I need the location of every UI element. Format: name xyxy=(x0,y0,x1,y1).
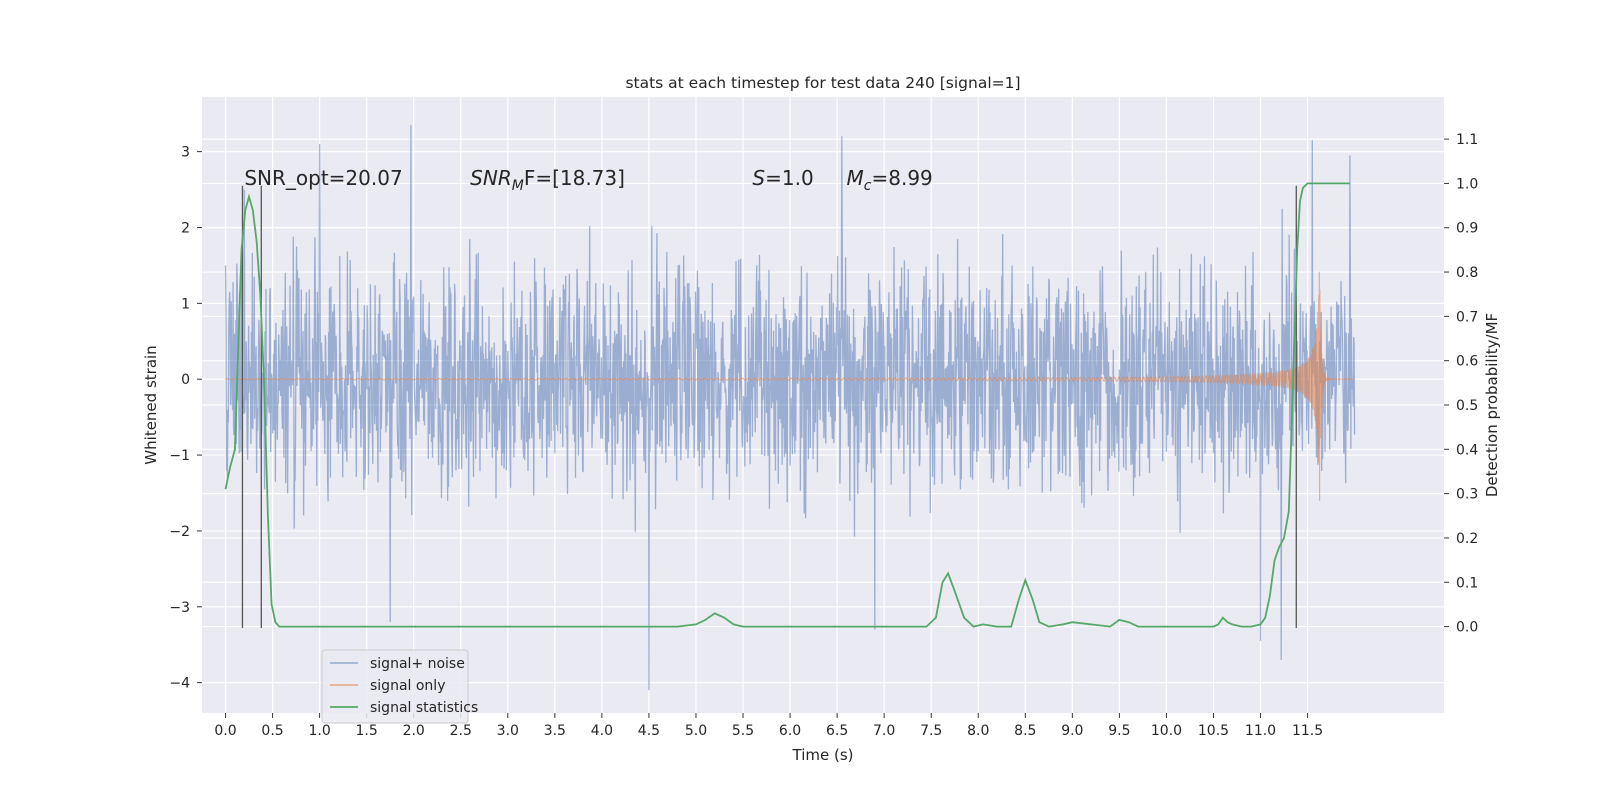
y2-tick-label: 0.5 xyxy=(1456,398,1478,414)
y-tick-label: 3 xyxy=(181,145,190,161)
y2-tick-label: 0.7 xyxy=(1456,309,1478,325)
legend: signal+ noise signal only signal statist… xyxy=(321,649,478,724)
x-tick-label: 5.0 xyxy=(685,723,707,739)
x-tick-label: 9.5 xyxy=(1108,723,1130,739)
x-tick-label: 2.5 xyxy=(450,723,472,739)
y2-tick-label: 0.1 xyxy=(1456,575,1478,591)
series-signal-plus-noise xyxy=(224,125,1356,691)
y2-axis-label: Detection probability/MF xyxy=(1483,313,1501,497)
y-tick-label: 1 xyxy=(181,296,190,312)
x-axis-ticks: 0.0 0.5 1.0 1.5 2.0 2.5 3.0 3.5 4.0 4.5 5.0 5.5 6.0 6… xyxy=(214,713,1323,739)
signal-plus-noise-line xyxy=(224,125,1356,691)
y2-tick-label: 0.6 xyxy=(1456,354,1478,370)
series-signal-statistics xyxy=(224,182,1350,628)
annotation-0: SNR_opt=20.07 xyxy=(244,166,402,190)
y2-axis-ticks: 0.0 0.1 0.2 0.3 0.4 0.5 0.6 0.7 0.8 0.9 1.0 1.1 xyxy=(1444,132,1478,636)
annotation-1: SNRMF=[18.73] xyxy=(470,166,625,194)
x-tick-label: 7.0 xyxy=(873,723,895,739)
x-tick-label: 0.0 xyxy=(214,723,236,739)
annotation-3: Mc=8.99 xyxy=(847,166,933,194)
y-tick-label: −2 xyxy=(169,524,190,540)
y2-tick-label: 0.2 xyxy=(1456,531,1478,547)
x-tick-label: 4.0 xyxy=(591,723,613,739)
signal-statistics-line xyxy=(224,182,1350,628)
x-tick-label: 11.5 xyxy=(1292,723,1323,739)
x-tick-label: 6.5 xyxy=(826,723,848,739)
x-tick-label: 1.5 xyxy=(356,723,378,739)
y2-tick-label: 1.1 xyxy=(1456,132,1478,148)
legend-label-signal-statistics: signal statistics xyxy=(370,700,478,716)
y2-tick-label: 0.0 xyxy=(1456,620,1478,636)
annotation-2: S=1.0 xyxy=(752,166,813,190)
x-tick-label: 7.5 xyxy=(920,723,942,739)
y-tick-label: 2 xyxy=(181,220,190,236)
x-tick-label: 1.0 xyxy=(308,723,330,739)
y-axis-ticks: −4 −3 −2 −1 0 1 2 3 xyxy=(169,145,202,692)
series-signal-only xyxy=(225,271,1355,501)
x-tick-label: 8.5 xyxy=(1014,723,1036,739)
chart-title: stats at each timestep for test data 240… xyxy=(625,74,1020,92)
x-tick-label: 3.5 xyxy=(544,723,566,739)
y2-tick-label: 0.8 xyxy=(1456,265,1478,281)
x-tick-label: 4.5 xyxy=(638,723,660,739)
legend-label-signal-only: signal only xyxy=(370,678,445,694)
annotations: SNR_opt=20.07 SNRMF=[18.73] S=1.0 Mc=8.99 xyxy=(244,166,932,194)
legend-label-signal-plus-noise: signal+ noise xyxy=(370,656,465,672)
y-tick-label: −4 xyxy=(169,676,190,692)
x-axis-label: Time (s) xyxy=(792,746,854,764)
x-tick-label: 9.0 xyxy=(1061,723,1083,739)
y2-tick-label: 0.4 xyxy=(1456,442,1478,458)
x-tick-label: 2.0 xyxy=(403,723,425,739)
y2-tick-label: 0.9 xyxy=(1456,221,1478,237)
signal-only-line xyxy=(225,271,1355,501)
y2-tick-label: 1.0 xyxy=(1456,176,1478,192)
x-tick-label: 0.5 xyxy=(261,723,283,739)
y-tick-label: −3 xyxy=(169,600,190,616)
y-tick-label: 0 xyxy=(181,372,190,388)
x-tick-label: 8.0 xyxy=(967,723,989,739)
x-tick-label: 3.0 xyxy=(497,723,519,739)
y-axis-label: Whitened strain xyxy=(142,345,160,464)
x-tick-label: 10.5 xyxy=(1198,723,1229,739)
x-tick-label: 10.0 xyxy=(1151,723,1182,739)
x-tick-label: 6.0 xyxy=(779,723,801,739)
x-tick-label: 5.5 xyxy=(732,723,754,739)
y-tick-label: −1 xyxy=(169,448,190,464)
y2-tick-label: 0.3 xyxy=(1456,487,1478,503)
x-tick-label: 11.0 xyxy=(1245,723,1276,739)
legend-box xyxy=(321,649,469,724)
